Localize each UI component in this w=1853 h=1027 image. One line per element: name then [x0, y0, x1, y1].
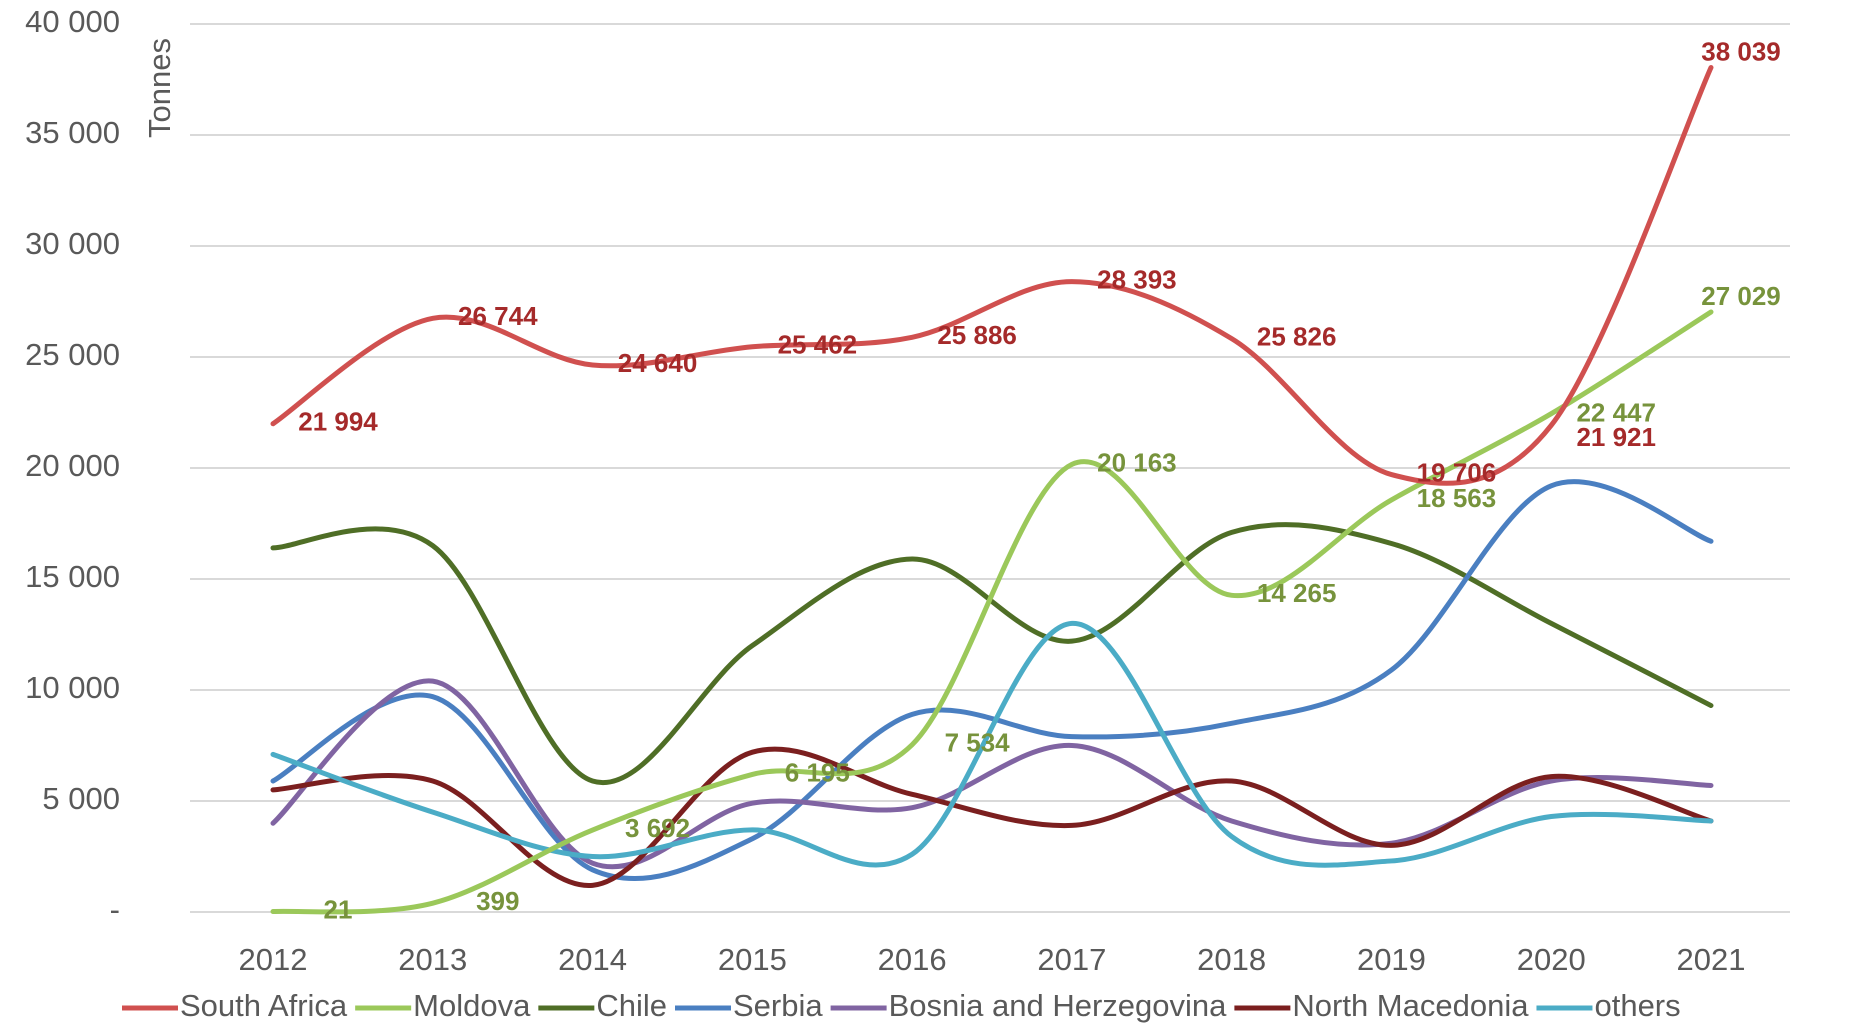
series-line: [270, 65, 1714, 486]
x-tick-label: 2016: [878, 942, 947, 977]
data-label: 25 462: [778, 330, 858, 360]
legend-label: Serbia: [733, 988, 823, 1023]
series-line: [270, 620, 1714, 868]
x-tick-label: 2013: [398, 942, 467, 977]
x-tick-label: 2021: [1677, 942, 1746, 977]
data-label: 21: [324, 894, 353, 924]
data-label: 22 447: [1576, 398, 1656, 428]
legend-label: North Macedonia: [1292, 988, 1529, 1023]
data-label: 25 826: [1257, 322, 1337, 352]
legend-label: others: [1594, 988, 1680, 1023]
series-line: [270, 309, 1714, 915]
data-label: 399: [476, 886, 519, 916]
y-tick-label: 25 000: [25, 337, 120, 372]
data-label: 26 744: [458, 301, 538, 331]
y-tick-label: -: [110, 892, 120, 927]
y-axis-label: Tonnes: [142, 38, 177, 138]
legend-label: Bosnia and Herzegovina: [889, 988, 1228, 1023]
data-label: 21 921: [1576, 422, 1656, 452]
legend-label: South Africa: [180, 988, 348, 1023]
x-tick-label: 2020: [1517, 942, 1586, 977]
series-line: [270, 678, 1714, 870]
data-label: 38 039: [1701, 36, 1781, 66]
data-label: 18 563: [1417, 483, 1497, 513]
x-tick-label: 2012: [239, 942, 308, 977]
data-label: 24 640: [618, 348, 698, 378]
x-tick-label: 2014: [558, 942, 627, 977]
x-tick-label: 2017: [1037, 942, 1106, 977]
data-label: 20 163: [1097, 447, 1177, 477]
y-tick-label: 40 000: [25, 4, 120, 39]
x-tick-label: 2015: [718, 942, 787, 977]
data-label: 28 393: [1097, 265, 1177, 295]
data-label: 25 886: [937, 320, 1017, 350]
series-line: [270, 746, 1714, 888]
y-tick-label: 10 000: [25, 670, 120, 705]
y-tick-label: 15 000: [25, 559, 120, 594]
y-tick-label: 20 000: [25, 448, 120, 483]
legend-label: Chile: [596, 988, 667, 1023]
y-tick-label: 5 000: [42, 781, 120, 816]
y-tick-label: 30 000: [25, 226, 120, 261]
legend-label: Moldova: [413, 988, 531, 1023]
series-line: [270, 522, 1714, 786]
data-label: 7 534: [945, 728, 1011, 758]
x-tick-label: 2018: [1197, 942, 1266, 977]
x-tick-label: 2019: [1357, 942, 1426, 977]
data-label: 21 994: [298, 407, 378, 437]
data-label: 14 265: [1257, 578, 1337, 608]
series-line: [270, 479, 1714, 882]
data-label: 19 706: [1417, 457, 1497, 487]
data-label: 6 195: [785, 757, 850, 787]
data-label: 3 692: [625, 813, 690, 843]
y-tick-label: 35 000: [25, 115, 120, 150]
data-label: 27 029: [1701, 281, 1781, 311]
